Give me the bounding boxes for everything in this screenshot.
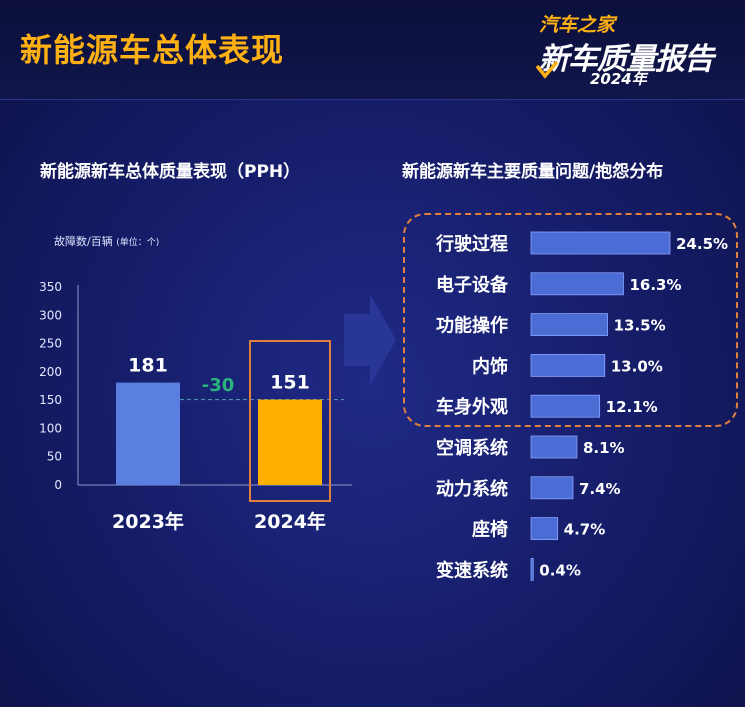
hbar: [530, 476, 574, 500]
y-tick-label: 350: [39, 280, 62, 294]
bar-value-label: 151: [270, 372, 310, 394]
y-tick-label: 300: [39, 308, 62, 322]
hbar-value-label: 16.3%: [629, 276, 681, 294]
difference-label: -30: [202, 375, 235, 396]
page-title: 新能源车总体表现: [20, 31, 285, 69]
brand-logo: 汽车之家 新车质量报告 2024年: [535, 8, 735, 88]
category-label: 空调系统: [436, 437, 508, 459]
top5-highlight-box: [403, 213, 738, 427]
hbar: [530, 231, 671, 255]
hbar: [530, 558, 534, 581]
hbar: [530, 435, 578, 459]
logo-brand-text: 汽车之家: [539, 14, 616, 36]
y-tick-label: 250: [39, 337, 62, 351]
hbar-value-label: 24.5%: [676, 235, 728, 253]
unit-label-main: 故障数/百辆: [54, 235, 113, 248]
hbar-value-label: 13.5%: [614, 317, 666, 335]
left-chart-title: 新能源新车总体质量表现（PPH）: [40, 162, 301, 182]
hbar: [530, 313, 608, 337]
category-label: 变速系统: [436, 559, 508, 581]
logo-main-text: 新车质量报告: [539, 42, 714, 77]
y-tick-label: 200: [39, 365, 62, 379]
bar: [258, 399, 322, 485]
category-label: 电子设备: [436, 274, 509, 296]
y-tick-label: 100: [39, 421, 62, 435]
hbar: [530, 272, 624, 296]
x-category-label: 2023年: [112, 510, 184, 533]
right-chart-title: 新能源新车主要质量问题/抱怨分布: [402, 162, 664, 182]
hbar-value-label: 7.4%: [579, 480, 621, 498]
hbar-value-label: 13.0%: [611, 357, 663, 375]
category-label: 动力系统: [436, 478, 508, 500]
hbar-value-label: 4.7%: [564, 521, 606, 539]
right-arrow-icon: [344, 294, 396, 386]
category-label: 座椅: [472, 519, 508, 541]
y-tick-label: 0: [54, 478, 62, 492]
header-bar: 新能源车总体表现 汽车之家 新车质量报告 2024年: [0, 0, 745, 100]
hbar: [530, 517, 559, 540]
y-axis-unit-label: 故障数/百辆 (单位：个): [54, 233, 159, 249]
y-tick-label: 50: [47, 450, 62, 464]
y-tick-label: 150: [39, 393, 62, 407]
bar: [116, 382, 180, 485]
bar-value-label: 181: [128, 355, 168, 377]
category-label: 内饰: [472, 355, 508, 377]
hbar-value-label: 0.4%: [539, 561, 581, 579]
unit-label-note: (单位：个): [116, 238, 160, 248]
hbar: [530, 394, 601, 418]
category-label: 行驶过程: [435, 233, 508, 255]
logo-year-text: 2024年: [590, 70, 647, 88]
hbar-value-label: 12.1%: [606, 398, 658, 416]
hbar: [530, 353, 606, 377]
hbar-value-label: 8.1%: [583, 439, 625, 457]
x-category-label: 2024年: [254, 510, 326, 533]
category-label: 车身外观: [436, 396, 508, 418]
category-label: 功能操作: [436, 315, 508, 337]
check-icon: [535, 60, 559, 79]
highlight-frame: [249, 340, 331, 502]
